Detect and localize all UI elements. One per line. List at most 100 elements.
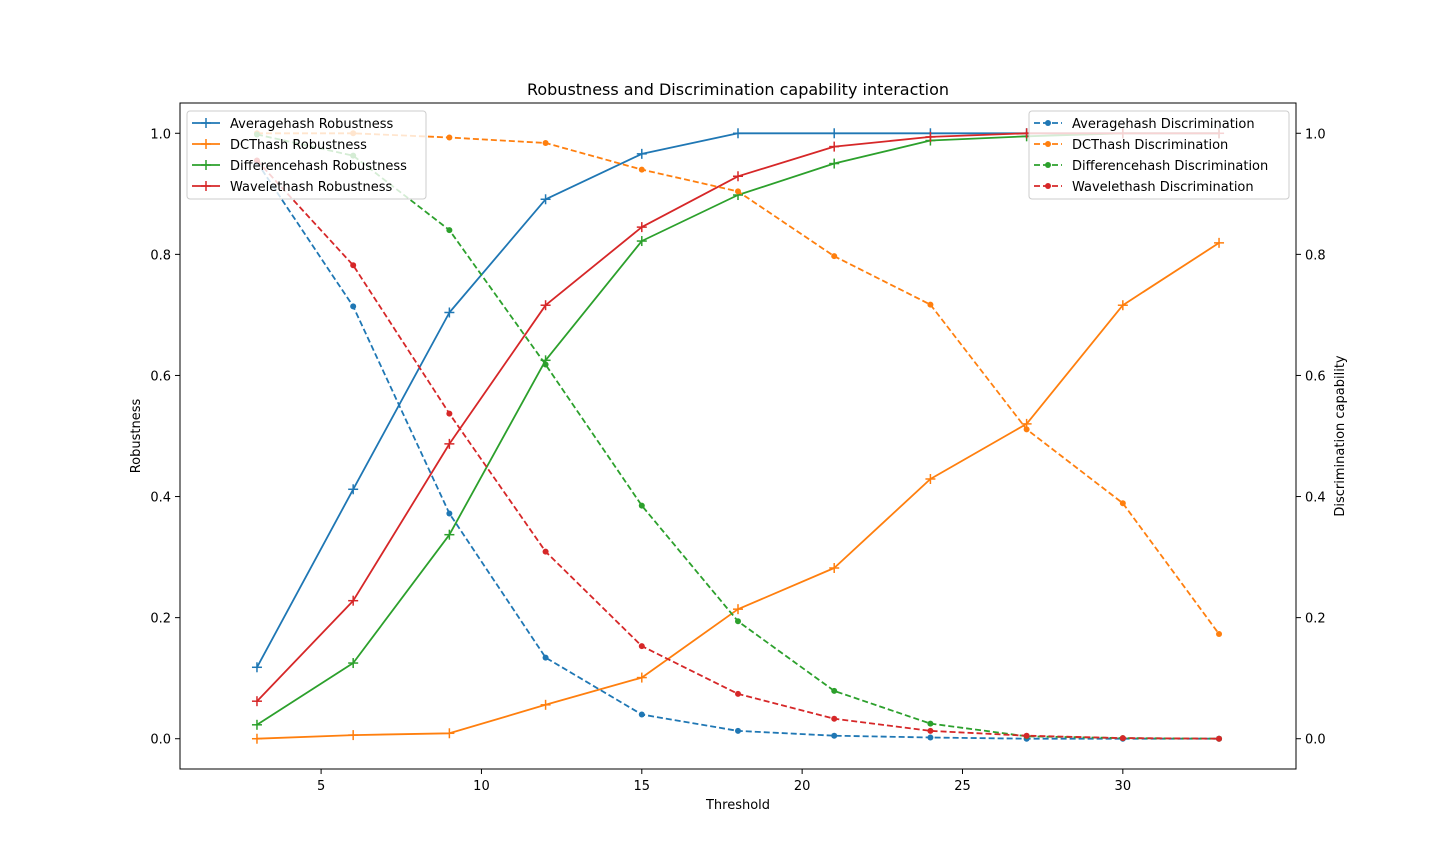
- plus-point: [201, 139, 211, 149]
- legend-label: DCThash Robustness: [230, 138, 367, 153]
- y-tick-label-right: 0.6: [1305, 369, 1326, 384]
- plus-point: [636, 222, 647, 233]
- plot-lines: [251, 128, 1225, 744]
- plus-point: [444, 728, 455, 739]
- dot-point: [927, 301, 934, 308]
- series-dcthash-robustness: [251, 237, 1225, 744]
- plus-point: [201, 181, 211, 191]
- dot-point: [831, 687, 838, 694]
- x-tick-label: 5: [317, 779, 325, 794]
- dot-point: [735, 188, 741, 195]
- dot-point: [1045, 141, 1051, 147]
- y-axis-title-left: Robustness: [129, 398, 144, 473]
- dot-point: [1023, 426, 1030, 433]
- dot-point: [638, 166, 645, 173]
- y-tick-label-left: 0.8: [150, 248, 171, 263]
- legend-item: DCThash Discrimination: [1034, 138, 1228, 153]
- series-line: [256, 242, 1220, 740]
- legend-label: DCThash Discrimination: [1072, 138, 1228, 153]
- dot-point: [1119, 735, 1126, 742]
- plus-point: [251, 662, 262, 673]
- plus-point: [201, 160, 211, 170]
- legend-label: Wavelethash Discrimination: [1072, 180, 1254, 195]
- dot-point: [446, 227, 453, 234]
- x-tick-label: 25: [954, 779, 971, 794]
- dot-point: [831, 253, 838, 260]
- plus-point: [540, 300, 551, 311]
- x-tick-label: 10: [473, 779, 490, 794]
- x-tick-label: 30: [1115, 779, 1132, 794]
- dot-point: [927, 734, 934, 741]
- legend-item: Wavelethash Discrimination: [1034, 180, 1254, 195]
- plus-point: [636, 672, 647, 683]
- plus-point: [540, 699, 551, 710]
- series-line: [256, 159, 1220, 740]
- dot-point: [542, 361, 549, 368]
- dot-point: [927, 720, 934, 727]
- dot-point: [1045, 162, 1051, 168]
- plus-point: [733, 128, 743, 139]
- plus-point: [829, 562, 840, 573]
- legend-label: Averagehash Discrimination: [1072, 117, 1255, 132]
- plot-frame: [179, 102, 1297, 770]
- series-dcthash-discrimination: [253, 130, 1223, 637]
- legend-box: [1028, 110, 1290, 200]
- legend-label: Differencehash Robustness: [230, 159, 407, 174]
- dot-point: [735, 618, 741, 625]
- legend-item: Averagehash Discrimination: [1034, 117, 1255, 132]
- plus-point: [251, 696, 262, 707]
- plus-point: [348, 730, 359, 741]
- dot-point: [927, 727, 934, 734]
- plus-point: [829, 128, 840, 139]
- series-line: [256, 132, 1219, 726]
- legend-label: Averagehash Robustness: [230, 117, 394, 132]
- y-tick-label-right: 0.4: [1305, 491, 1326, 506]
- plus-point: [348, 595, 359, 606]
- plus-point: [925, 473, 936, 484]
- series-line: [256, 161, 1219, 740]
- x-tick-label: 20: [794, 779, 811, 794]
- plus-point: [251, 719, 262, 730]
- chart-title: Robustness and Discrimination capability…: [527, 80, 949, 99]
- y-tick-label-right: 0.0: [1305, 733, 1326, 748]
- y-tick-label-left: 1.0: [150, 127, 171, 142]
- series-line: [256, 132, 1219, 702]
- series-wavelethash-discrimination: [253, 157, 1223, 742]
- plus-point: [201, 118, 211, 128]
- legend-robustness: Averagehash Robustness DCThash Robustness…: [186, 110, 427, 200]
- plus-point: [251, 733, 262, 744]
- plus-point: [444, 529, 455, 540]
- plus-point: [925, 131, 936, 142]
- plus-point: [636, 236, 647, 247]
- dot-point: [735, 690, 741, 697]
- dot-point: [446, 510, 453, 517]
- series-averagehash-robustness: [251, 128, 1225, 673]
- dot-point: [542, 654, 549, 661]
- dot-point: [831, 715, 838, 722]
- dot-point: [1045, 120, 1051, 126]
- plus-point: [444, 438, 455, 449]
- series-line: [256, 132, 1219, 668]
- series-differencehash-robustness: [251, 128, 1225, 730]
- series-averagehash-discrimination: [253, 159, 1223, 742]
- dot-point: [1216, 630, 1223, 637]
- dot-point: [542, 139, 549, 146]
- legend-label: Differencehash Discrimination: [1072, 159, 1268, 174]
- plus-point: [733, 171, 743, 182]
- plus-point: [540, 194, 551, 205]
- plus-point: [829, 141, 840, 152]
- legend-item: Differencehash Robustness: [192, 159, 407, 174]
- legend-box: [186, 110, 427, 200]
- dot-point: [638, 643, 645, 650]
- legend-item: Wavelethash Robustness: [192, 180, 393, 195]
- plus-point: [1214, 237, 1225, 248]
- legend-item: DCThash Robustness: [192, 138, 367, 153]
- plus-point: [636, 148, 647, 159]
- dot-point: [446, 134, 453, 141]
- dot-point: [1119, 500, 1126, 507]
- y-tick-label-left: 0.6: [150, 369, 171, 384]
- x-axis-title: Threshold: [705, 798, 770, 813]
- dot-point: [831, 732, 838, 739]
- y-tick-label-left: 0.4: [150, 491, 171, 506]
